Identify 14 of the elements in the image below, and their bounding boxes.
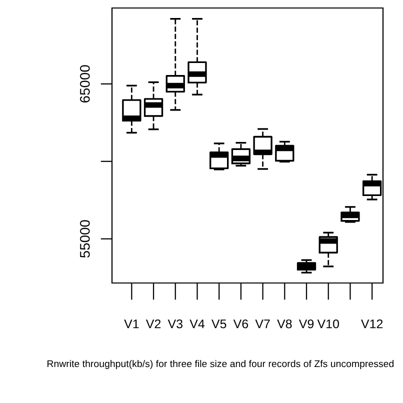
x-tick-label: V2 [146, 319, 161, 328]
x-tick-label: V7 [255, 320, 270, 328]
x-tick-label: V10 [317, 319, 339, 328]
y-tick-label: 65000 [80, 65, 90, 103]
x-axis-title: Rnwrite throughput(kb/s) for three file size and four records of Zfs uncompressed [47, 360, 394, 370]
x-tick-label: V12 [361, 319, 383, 328]
x-tick-label: V8 [277, 319, 292, 328]
x-tick-label: V5 [212, 320, 226, 328]
x-tick-label: V9 [298, 319, 314, 328]
x-tick-label: V1 [124, 320, 139, 328]
x-tick-label: V4 [190, 320, 205, 328]
y-tick-label: 55000 [80, 220, 90, 258]
x-tick-label: V6 [233, 319, 248, 328]
x-tick-label: V3 [168, 319, 182, 328]
